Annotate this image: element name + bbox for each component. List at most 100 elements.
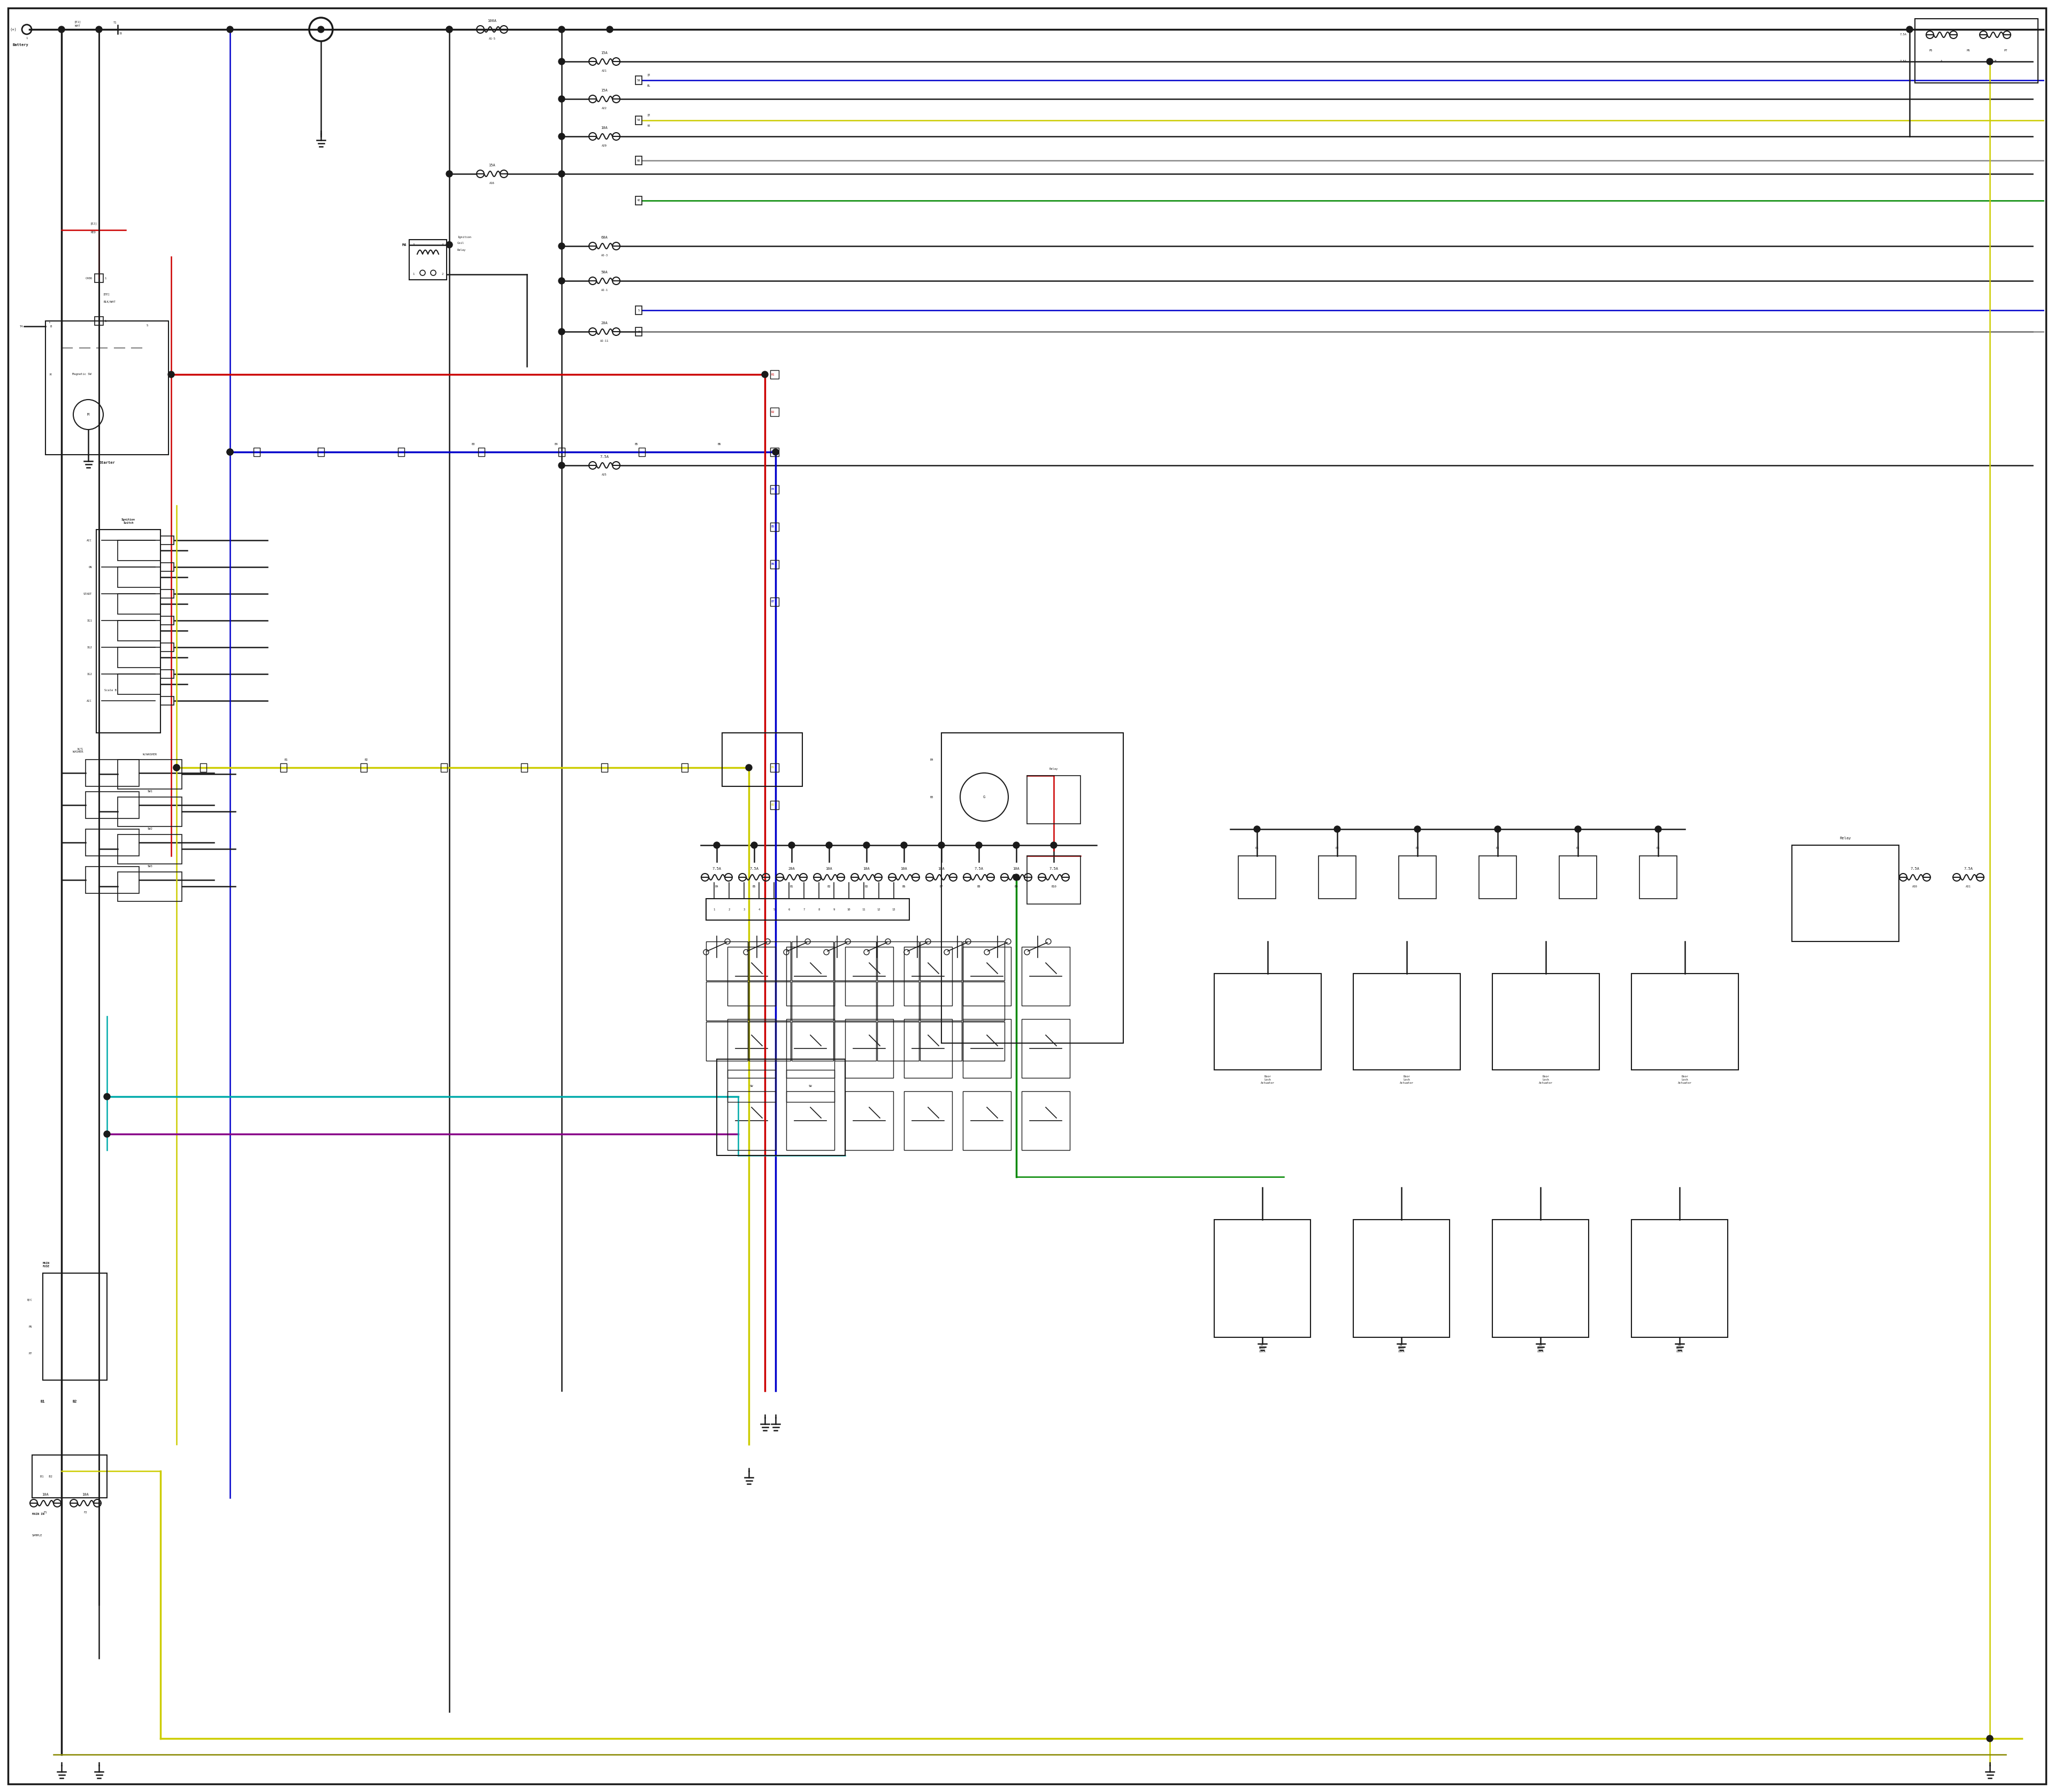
Text: SW3: SW3 <box>148 866 152 867</box>
Bar <box>86 867 140 894</box>
Circle shape <box>826 842 832 848</box>
Circle shape <box>762 371 768 378</box>
Bar <box>682 763 688 772</box>
Text: ACC: ACC <box>86 539 92 541</box>
Text: 59: 59 <box>637 79 641 82</box>
Text: B7: B7 <box>772 600 774 604</box>
Text: 7.5A: 7.5A <box>600 455 608 459</box>
Text: RF
Door
Lock: RF Door Lock <box>1399 1344 1405 1353</box>
Text: R1: R1 <box>772 373 774 376</box>
Text: F2: F2 <box>84 1511 88 1514</box>
Bar <box>844 946 893 1005</box>
Text: A2-1: A2-1 <box>602 289 608 292</box>
Circle shape <box>226 448 234 455</box>
Text: B4: B4 <box>930 758 933 762</box>
Circle shape <box>1013 842 1019 848</box>
Text: P5: P5 <box>1929 50 1933 52</box>
Text: B7: B7 <box>939 885 943 889</box>
Circle shape <box>559 133 565 140</box>
Bar <box>117 539 160 561</box>
Bar <box>86 792 140 819</box>
Bar <box>33 1455 107 1498</box>
Bar <box>834 1021 877 1061</box>
Text: B6: B6 <box>772 563 774 566</box>
Text: MAIN IN: MAIN IN <box>33 1512 45 1516</box>
Text: F1: F1 <box>43 1511 47 1514</box>
Bar <box>117 674 160 694</box>
Text: B5: B5 <box>635 443 639 446</box>
Circle shape <box>976 842 982 848</box>
Bar <box>1214 973 1321 1070</box>
Bar <box>559 448 565 457</box>
Bar <box>707 982 748 1021</box>
Text: 50A: 50A <box>602 271 608 274</box>
Bar <box>723 733 803 787</box>
Text: 10A: 10A <box>826 867 832 871</box>
Circle shape <box>559 170 565 177</box>
Bar <box>635 75 641 84</box>
Bar <box>941 733 1124 1043</box>
Bar <box>770 448 778 457</box>
Text: 15A: 15A <box>489 163 495 167</box>
Text: A2-11: A2-11 <box>600 340 608 342</box>
Text: B2: B2 <box>828 885 830 889</box>
Bar <box>160 590 175 599</box>
Text: SW: SW <box>750 1084 754 1088</box>
Bar <box>791 1021 834 1061</box>
Bar <box>635 197 641 204</box>
Bar <box>602 763 608 772</box>
Circle shape <box>226 448 234 455</box>
Circle shape <box>559 462 565 468</box>
Bar <box>635 328 641 335</box>
Text: B1: B1 <box>772 767 774 769</box>
Bar <box>963 982 1004 1021</box>
Text: G: G <box>984 796 986 799</box>
Text: 10A: 10A <box>602 125 608 129</box>
Bar <box>717 1059 844 1156</box>
Text: B1: B1 <box>41 1400 45 1403</box>
Bar <box>160 536 175 545</box>
Bar <box>117 620 160 642</box>
Bar <box>834 982 877 1021</box>
Text: B3: B3 <box>865 885 869 889</box>
Circle shape <box>97 27 103 32</box>
Text: (+): (+) <box>10 27 16 30</box>
Text: M4: M4 <box>403 244 407 246</box>
Text: Door
Lock
Actuator: Door Lock Actuator <box>1401 1075 1413 1084</box>
Text: 13: 13 <box>891 909 896 910</box>
Circle shape <box>713 842 721 848</box>
Bar <box>770 523 778 530</box>
Circle shape <box>559 278 565 285</box>
Text: 10: 10 <box>846 909 850 910</box>
Bar <box>1493 1220 1588 1337</box>
Text: Door
Lock
Actuator: Door Lock Actuator <box>1678 1075 1692 1084</box>
Bar <box>409 240 446 280</box>
Bar <box>1027 776 1080 824</box>
Circle shape <box>746 765 752 771</box>
Bar <box>635 306 641 315</box>
Bar <box>1479 857 1516 898</box>
Text: IG1: IG1 <box>86 620 92 622</box>
Bar <box>318 448 325 457</box>
Bar <box>727 946 776 1005</box>
Text: B6: B6 <box>902 885 906 889</box>
Bar <box>750 1021 791 1061</box>
Bar <box>1021 1091 1070 1150</box>
Bar <box>963 1091 1011 1150</box>
Bar <box>787 946 834 1005</box>
Circle shape <box>752 842 758 848</box>
Bar <box>787 1020 834 1077</box>
Bar <box>770 597 778 606</box>
Text: 10A: 10A <box>939 867 945 871</box>
Bar <box>639 448 645 457</box>
Text: ACC: ACC <box>86 699 92 702</box>
Text: LF
Door
Lock: LF Door Lock <box>1259 1344 1265 1353</box>
Text: B9: B9 <box>1015 885 1019 889</box>
Bar <box>117 873 183 901</box>
Circle shape <box>559 27 565 32</box>
Text: P6: P6 <box>1966 50 1970 52</box>
Bar <box>844 1020 893 1077</box>
Text: B1: B1 <box>791 885 793 889</box>
Bar <box>160 670 175 679</box>
Bar <box>920 982 961 1021</box>
